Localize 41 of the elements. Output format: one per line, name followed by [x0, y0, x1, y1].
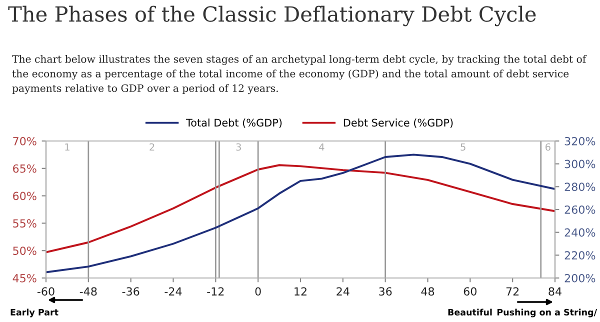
x-tick-label: 0	[255, 287, 261, 296]
annotation: 1	[65, 143, 70, 151]
annotation: 3	[236, 143, 241, 151]
x-tick-label: -60	[37, 287, 54, 296]
y-tick-label: 65%	[13, 164, 36, 173]
chart-subtitle: The chart below illustrates the seven stages of an archetypal long-term debt cycle, by tracking the total debt of the economy as a percentage of the total income of the economy (GDP) and the total amount of debt service payments relative to GDP over a period of 12 years.	[12, 55, 587, 94]
legend-label: Debt Service (%GDP)	[344, 118, 453, 128]
annotation: 5	[460, 143, 466, 151]
y2-tick-label: 200%	[564, 274, 596, 282]
text: Pushing on a String/	[497, 308, 598, 318]
y-tick-label: 45%	[12, 274, 36, 282]
chart-title: The Phases of the Classic Deflationary Debt Cycle	[8, 6, 536, 26]
annotation: 2	[150, 143, 154, 151]
y2-tick-label: 220%	[564, 251, 596, 260]
x-tick-label: 12	[294, 287, 306, 296]
y2-tick-label: 320%	[564, 136, 596, 146]
x-tick-label: -48	[80, 287, 97, 296]
y-tick-label: 70%	[13, 136, 36, 146]
line-series	[46, 154, 555, 274]
annotation: 6	[546, 143, 550, 151]
y2-tick-label: 260%	[564, 205, 596, 214]
line-series	[46, 164, 555, 254]
x-tick-label: -36	[122, 287, 140, 296]
x-tick-label: 60	[464, 287, 476, 296]
legend-label: Total Debt (%GDP)	[186, 118, 282, 128]
x-tick-label: 36	[379, 287, 392, 296]
y2-tick-label: 300%	[564, 160, 596, 168]
y-tick-label: 60%	[13, 192, 36, 200]
x-tick-label: 72	[506, 287, 519, 296]
x-tick-label: 48	[421, 287, 434, 296]
x-tick-label: -12	[207, 287, 224, 296]
annotation: 4	[319, 143, 324, 151]
y2-tick-label: 280%	[564, 182, 596, 192]
x-tick-label: -24	[164, 287, 182, 296]
y-tick-label: 50%	[13, 246, 36, 255]
y-tick-label: 55%	[13, 219, 36, 228]
x-tick-label: 24	[336, 287, 350, 296]
y2-tick-label: 240%	[564, 228, 596, 237]
text: Early Part	[10, 308, 58, 318]
x-tick-label: 84	[548, 287, 562, 296]
text: Beautiful	[448, 308, 492, 316]
